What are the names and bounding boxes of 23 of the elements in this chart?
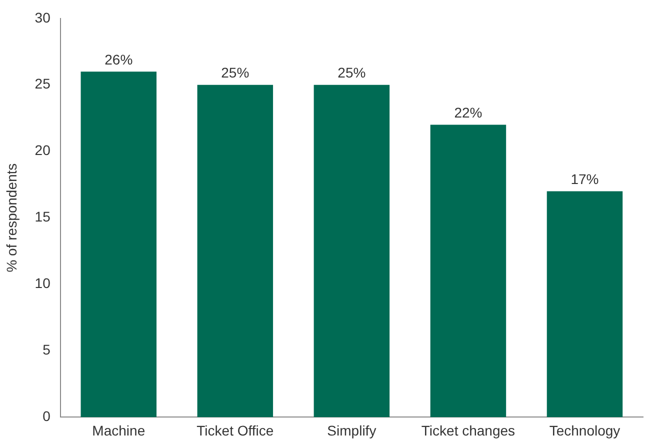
bar [546,191,623,418]
data-label: 17% [570,171,599,188]
y-tick-label: 30 [34,9,51,26]
data-label: 25% [221,64,250,81]
data-label: 22% [454,104,482,121]
y-tick-label: 0 [42,408,51,424]
y-tick-label: 25 [34,76,51,92]
y-axis-title: % of respondents [3,163,20,272]
x-tick-label: Ticket changes [421,422,516,438]
data-label: 25% [338,64,366,81]
x-tick-label: Simplify [327,422,376,438]
bar [314,84,390,418]
x-tick-label: Ticket Office [196,422,274,438]
bar [430,124,506,418]
bar [197,84,274,418]
y-tick-label: 10 [34,275,51,292]
bar [80,72,157,418]
x-tick-label: Technology [549,422,620,438]
y-tick-label: 20 [34,142,51,158]
data-label: 26% [104,51,133,68]
y-tick-label: 5 [42,342,51,358]
y-tick-label: 15 [34,208,51,225]
x-tick-label: Machine [92,422,146,438]
